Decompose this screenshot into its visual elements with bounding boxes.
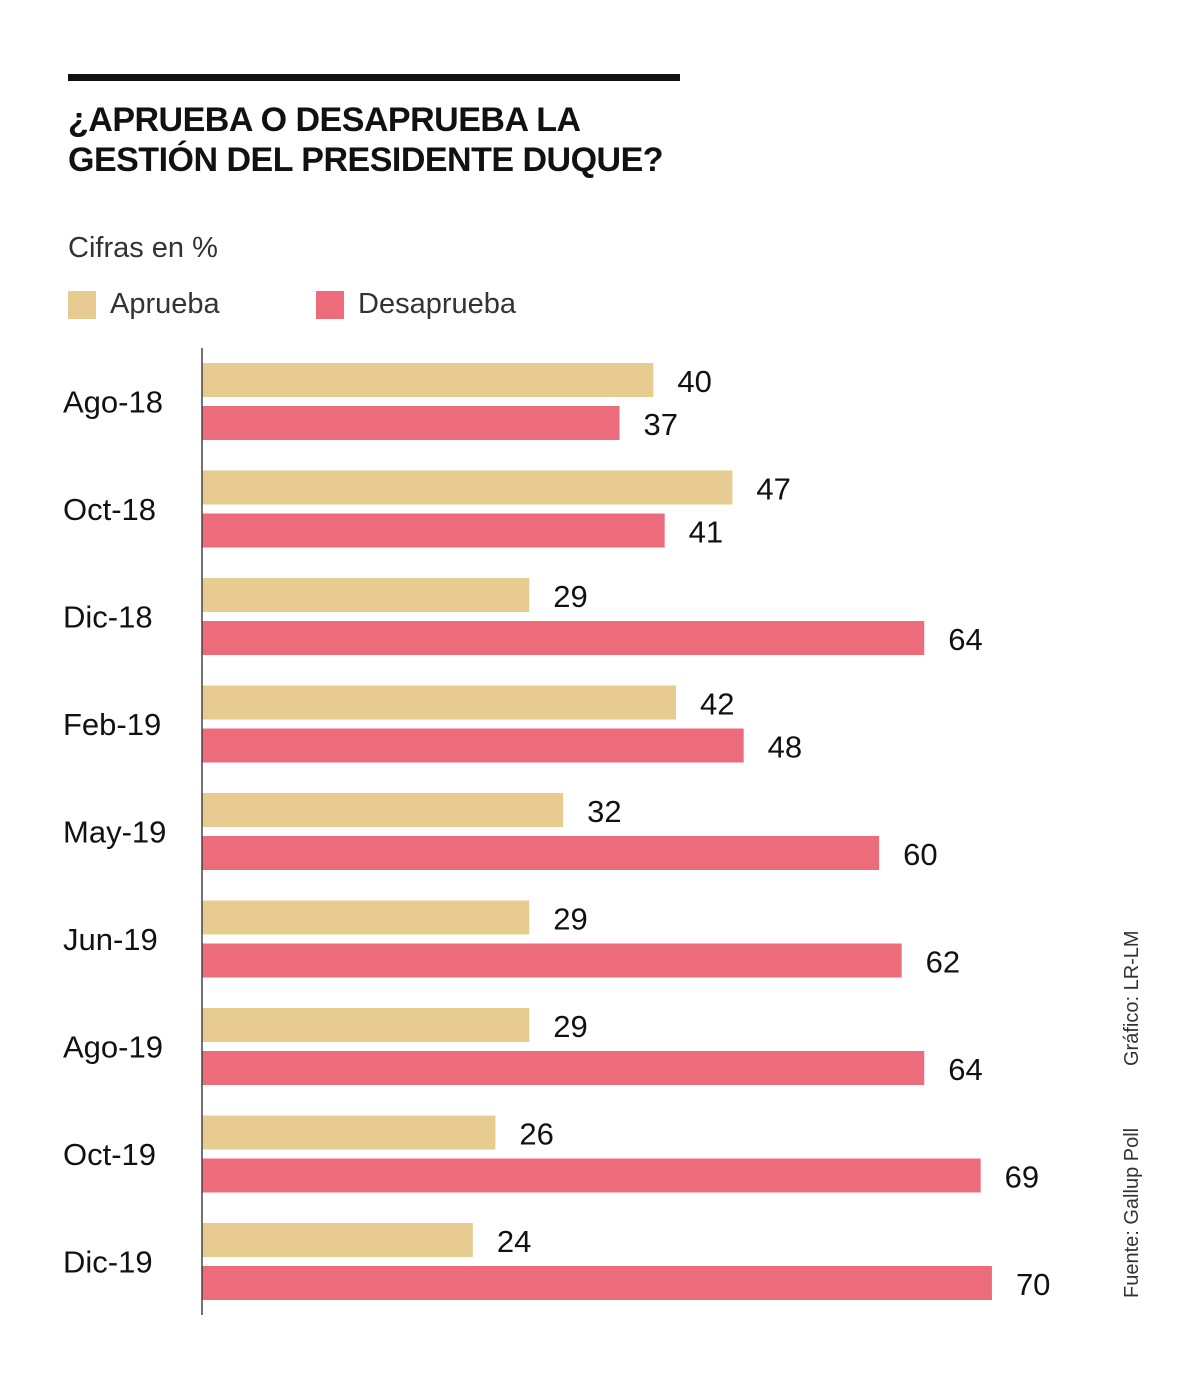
- data-label-aprueba: 32: [587, 794, 621, 829]
- bar-aprueba: [202, 1115, 496, 1150]
- data-label-desaprueba: 64: [948, 1052, 982, 1087]
- data-label-desaprueba: 48: [768, 730, 802, 765]
- bar-desaprueba: [202, 1158, 981, 1193]
- data-label-aprueba: 29: [553, 579, 587, 614]
- title-rule: [68, 74, 680, 81]
- data-label-aprueba: 40: [677, 364, 711, 399]
- data-label-desaprueba: 69: [1005, 1160, 1039, 1195]
- bar-desaprueba: [202, 943, 902, 978]
- data-label-desaprueba: 70: [1016, 1267, 1050, 1302]
- category-label: Oct-18: [63, 492, 156, 527]
- bar-desaprueba: [202, 513, 665, 548]
- legend-label-aprueba: Aprueba: [110, 288, 220, 320]
- data-label-desaprueba: 62: [926, 945, 960, 980]
- bar-aprueba: [202, 470, 733, 505]
- data-label-aprueba: 29: [553, 902, 587, 937]
- category-label: Dic-19: [63, 1245, 153, 1280]
- data-label-aprueba: 24: [497, 1224, 531, 1259]
- bar-aprueba: [202, 793, 564, 827]
- category-label: Ago-19: [63, 1030, 163, 1065]
- legend-label-desaprueba: Desaprueba: [358, 288, 516, 320]
- data-label-desaprueba: 60: [903, 837, 937, 872]
- data-label-desaprueba: 64: [948, 622, 982, 657]
- bar-desaprueba: [202, 1266, 992, 1300]
- data-label-aprueba: 42: [700, 687, 734, 722]
- bar-aprueba: [202, 900, 530, 935]
- data-label-aprueba: 26: [519, 1117, 553, 1152]
- category-label: Ago-18: [63, 385, 163, 420]
- bar-aprueba: [202, 1223, 473, 1257]
- data-label-desaprueba: 41: [689, 515, 723, 550]
- bar-aprueba: [202, 363, 654, 397]
- title-line-2: GESTIÓN DEL PRESIDENTE DUQUE?: [68, 141, 664, 179]
- category-label: Jun-19: [63, 922, 158, 957]
- category-label: Dic-18: [63, 600, 153, 635]
- bar-desaprueba: [202, 621, 925, 655]
- bar-desaprueba: [202, 836, 880, 870]
- legend-swatch-desaprueba: [316, 290, 344, 319]
- data-label-desaprueba: 37: [644, 407, 678, 442]
- category-label: Feb-19: [63, 707, 161, 742]
- data-label-aprueba: 29: [553, 1009, 587, 1044]
- bar-aprueba: [202, 1008, 530, 1042]
- legend-swatch-aprueba: [68, 290, 96, 319]
- legend-item-aprueba: Aprueba: [68, 288, 220, 321]
- bar-aprueba: [202, 685, 676, 720]
- bar-desaprueba: [202, 1051, 925, 1085]
- category-label: Oct-19: [63, 1137, 156, 1172]
- credit-note: Gráfico: LR-LM: [1121, 930, 1143, 1066]
- bar-aprueba: [202, 578, 530, 612]
- legend-item-desaprueba: Desaprueba: [316, 288, 516, 321]
- source-note: Fuente: Gallup Poll: [1121, 1127, 1143, 1298]
- title-line-1: ¿APRUEBA O DESAPRUEBA LA: [68, 101, 581, 139]
- category-label: May-19: [63, 815, 166, 850]
- chart-subtitle: Cifras en %: [68, 232, 218, 264]
- chart-title: ¿APRUEBA O DESAPRUEBA LA GESTIÓN DEL PRE…: [68, 100, 664, 180]
- data-label-aprueba: 47: [756, 472, 790, 507]
- bar-desaprueba: [202, 406, 620, 440]
- bar-desaprueba: [202, 728, 744, 763]
